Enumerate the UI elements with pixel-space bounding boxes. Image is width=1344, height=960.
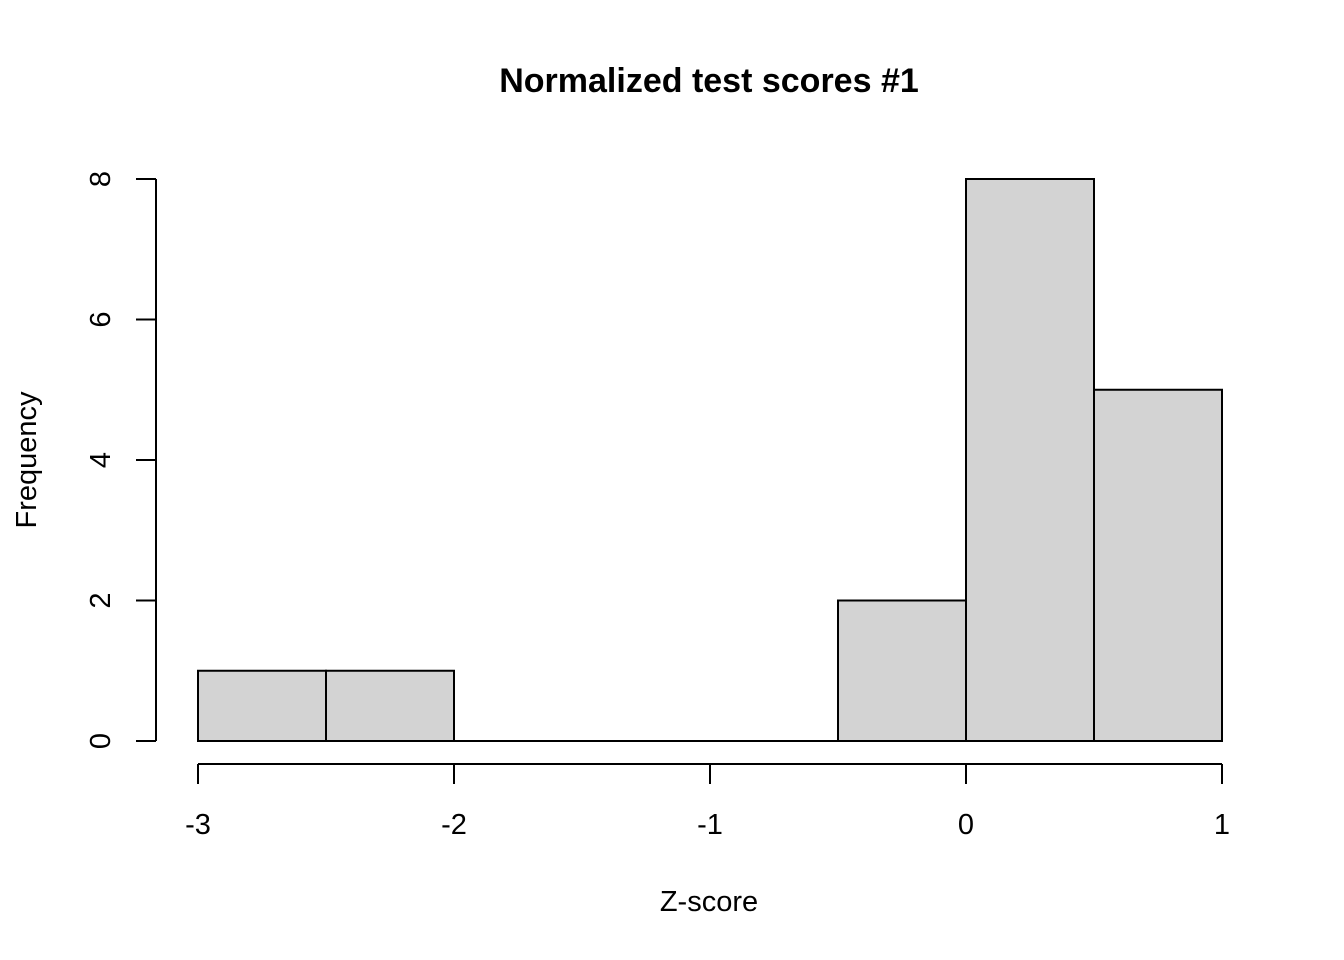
histogram-bar [965, 178, 1095, 742]
y-tick-label: 2 [85, 592, 117, 608]
x-tick-label: -1 [697, 809, 723, 841]
x-axis-label: Z-score [660, 886, 758, 918]
y-tick-label: 0 [85, 733, 117, 749]
histogram-bar [1093, 388, 1223, 742]
histogram-bar [837, 599, 967, 742]
chart-title: Normalized test scores #1 [499, 62, 919, 100]
y-tick-label: 8 [85, 171, 117, 187]
bars-layer [197, 178, 1223, 742]
x-tick-label: 1 [1214, 809, 1230, 841]
x-axis: -3 -2 -1 0 1 [185, 763, 1230, 841]
x-tick-label: 0 [958, 809, 974, 841]
y-tick-label: 6 [85, 311, 117, 327]
y-axis-label: Frequency [11, 391, 43, 529]
histogram-bar [197, 669, 327, 742]
x-tick-label: -2 [441, 809, 467, 841]
x-tick-label: -3 [185, 809, 211, 841]
histogram-bar [325, 669, 455, 742]
y-axis: 0 2 4 6 8 [85, 171, 157, 749]
y-tick-label: 4 [85, 452, 117, 468]
